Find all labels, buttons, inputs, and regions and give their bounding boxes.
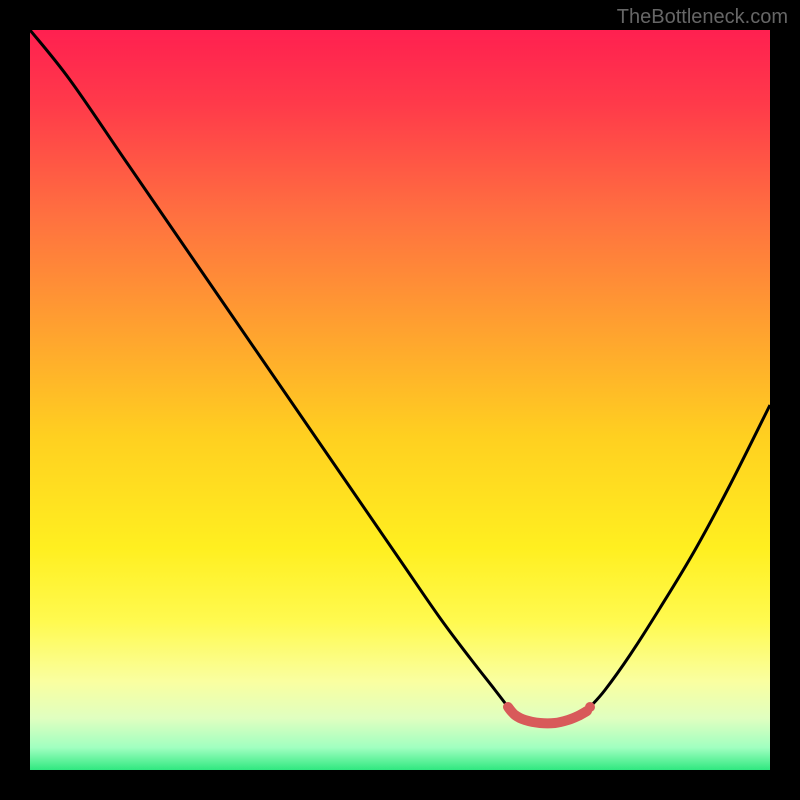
chart-svg [30, 30, 770, 770]
chart-background [30, 30, 770, 770]
right-dot [585, 702, 595, 712]
watermark-text: TheBottleneck.com [617, 6, 788, 29]
chart-plot-area [30, 30, 770, 770]
